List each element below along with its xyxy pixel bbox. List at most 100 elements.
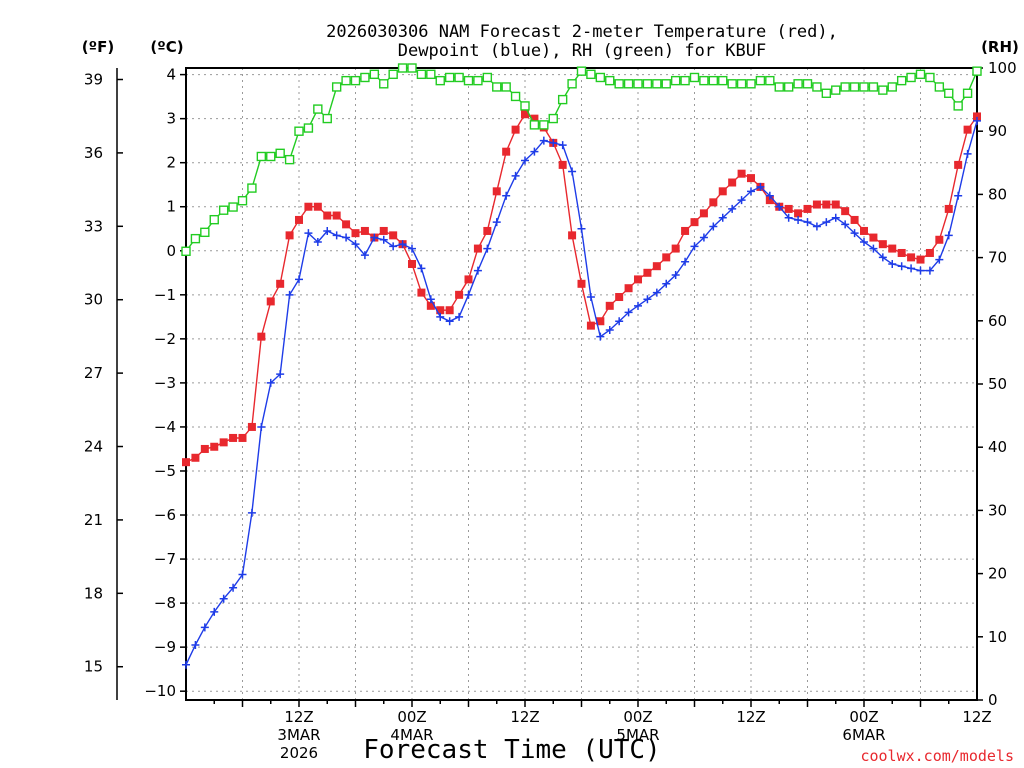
dewpoint-point [191, 640, 200, 649]
source-credit: coolwx.com/models [860, 747, 1014, 765]
rh-point [915, 69, 926, 80]
dewpoint-point [502, 191, 511, 200]
rh-point [896, 75, 907, 86]
dewpoint-point [445, 317, 454, 326]
rh-point [859, 82, 869, 92]
x-tick-label: 00Z [397, 708, 426, 726]
dewpoint-point [615, 317, 624, 326]
dewpoint-point [417, 264, 426, 273]
rh-point [868, 82, 879, 92]
series-layer [181, 63, 982, 669]
dewpoint-point [888, 259, 897, 268]
rh-point [746, 79, 756, 89]
x-tick-label: 12Z [510, 708, 539, 726]
dewpoint-point [257, 422, 266, 431]
temperature-point [200, 444, 209, 453]
temperature-point [878, 240, 887, 249]
dewpoint-point [860, 237, 868, 246]
rh-point [256, 151, 267, 162]
temperature-point [869, 233, 878, 242]
dewpoint-point [200, 623, 209, 632]
x-tick-label: 2026 [280, 744, 318, 762]
rh-point [331, 82, 342, 92]
dewpoint-point [247, 508, 256, 517]
rh-point [548, 113, 558, 124]
celsius-tick-label: −2 [154, 330, 176, 348]
temperature-point [699, 209, 708, 218]
rh-point [586, 69, 596, 80]
rh-tick-label: 0 [988, 691, 998, 709]
rh-point [708, 75, 719, 86]
fahrenheit-tick-label: 36 [84, 144, 103, 162]
dewpoint-point [812, 222, 821, 231]
temperature-point [351, 229, 360, 238]
temperature-point [304, 202, 313, 211]
rh-point [435, 75, 445, 86]
temperature-point [605, 301, 614, 310]
dewpoint-point [935, 255, 944, 264]
temperature-point [860, 226, 868, 235]
temperature-point [737, 169, 746, 178]
temperature-point [634, 275, 642, 284]
x-tick-label: 3MAR [277, 726, 320, 744]
rh-point [831, 85, 841, 95]
temperature-point [276, 279, 285, 288]
temperature-point [888, 244, 897, 253]
temperature-point [841, 207, 850, 216]
dewpoint-point [511, 171, 520, 180]
temperature-point [765, 196, 774, 205]
dewpoint-point [662, 279, 671, 288]
temperature-point [473, 244, 482, 253]
dewpoint-point [916, 266, 925, 275]
temperature-point [681, 226, 690, 235]
dewpoint-point [586, 293, 595, 302]
temperature-point [408, 259, 416, 268]
rh-point [840, 82, 850, 92]
fahrenheit-tick-label: 21 [84, 511, 103, 529]
temperature-point [247, 422, 256, 431]
temperature-point [285, 231, 294, 240]
rh-point [407, 63, 417, 73]
fahrenheit-tick-label: 18 [84, 584, 103, 602]
rh-point [774, 82, 784, 92]
dewpoint-point [925, 266, 934, 275]
dewpoint-point [539, 136, 548, 145]
dewpoint-point [577, 224, 586, 233]
temperature-point [455, 290, 464, 299]
temperature-point [718, 187, 727, 196]
temperature-point [492, 187, 501, 196]
dewpoint-point [605, 326, 614, 335]
dewpoint-point [897, 262, 906, 271]
temperature-point [191, 453, 200, 462]
chart-title: 2026030306 NAM Forecast 2-meter Temperat… [326, 22, 838, 42]
temperature-point [671, 244, 680, 253]
dewpoint-point [389, 242, 398, 251]
rh-point [953, 101, 963, 111]
celsius-tick-label: 2 [166, 154, 176, 172]
temperature-point [360, 226, 369, 235]
x-tick-label: 00Z [623, 708, 652, 726]
dewpoint-point [831, 213, 840, 222]
rh-tick-label: 10 [988, 628, 1007, 646]
temperature-point [389, 231, 398, 240]
rh-point [783, 82, 794, 92]
dewpoint-point [596, 332, 605, 341]
temperature-point [210, 442, 219, 451]
rh-point [181, 246, 191, 256]
temperature-point [973, 112, 981, 121]
rh-point [605, 75, 615, 86]
temperature-point [483, 226, 492, 235]
dewpoint-point [276, 370, 285, 379]
temperature-point [323, 211, 332, 220]
temperature-point [464, 275, 473, 284]
rh-point [237, 196, 248, 206]
rh-point [849, 82, 860, 92]
temperature-point [615, 293, 624, 302]
temperature-point [426, 301, 435, 310]
dewpoint-point [229, 583, 238, 592]
rh-point [793, 79, 803, 89]
rh-point [661, 79, 671, 89]
x-tick-label: 4MAR [390, 726, 433, 744]
